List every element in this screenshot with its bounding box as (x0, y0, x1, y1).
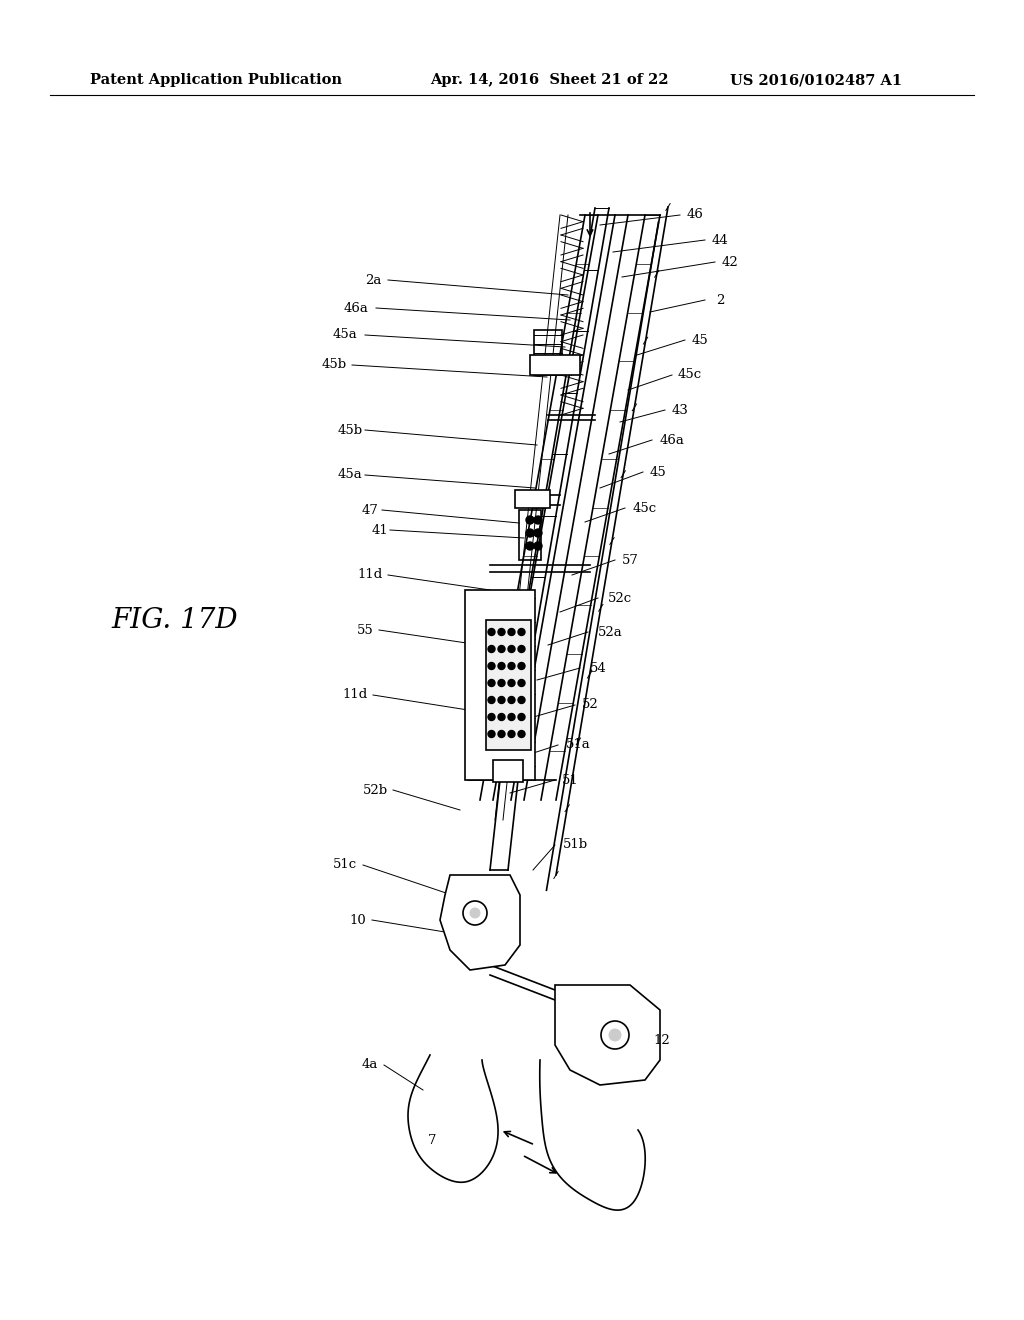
Circle shape (534, 543, 542, 550)
Text: 52c: 52c (608, 591, 632, 605)
Bar (514, 490, 550, 508)
Circle shape (508, 663, 515, 669)
Text: 52a: 52a (598, 626, 623, 639)
Text: 41: 41 (372, 524, 388, 536)
Circle shape (526, 543, 534, 550)
Circle shape (470, 908, 480, 917)
Text: 51b: 51b (562, 838, 588, 851)
Circle shape (498, 714, 505, 721)
Text: Apr. 14, 2016  Sheet 21 of 22: Apr. 14, 2016 Sheet 21 of 22 (430, 73, 669, 87)
Circle shape (498, 628, 505, 635)
Circle shape (508, 697, 515, 704)
Circle shape (526, 529, 534, 537)
Text: Patent Application Publication: Patent Application Publication (90, 73, 342, 87)
Circle shape (534, 516, 542, 524)
Text: 45b: 45b (338, 424, 362, 437)
Text: 45a: 45a (333, 329, 357, 342)
Text: 57: 57 (622, 553, 638, 566)
Text: 45b: 45b (322, 359, 346, 371)
Text: 46: 46 (686, 209, 703, 222)
Text: 42: 42 (722, 256, 738, 268)
Circle shape (488, 680, 495, 686)
Text: 45: 45 (691, 334, 709, 346)
FancyBboxPatch shape (519, 510, 541, 560)
Text: 43: 43 (672, 404, 688, 417)
Circle shape (526, 516, 534, 524)
Circle shape (508, 730, 515, 738)
Circle shape (498, 730, 505, 738)
Text: US 2016/0102487 A1: US 2016/0102487 A1 (730, 73, 902, 87)
Circle shape (488, 628, 495, 635)
Circle shape (518, 680, 525, 686)
Circle shape (488, 697, 495, 704)
Circle shape (488, 730, 495, 738)
Circle shape (508, 680, 515, 686)
Circle shape (518, 663, 525, 669)
Circle shape (518, 730, 525, 738)
Text: 45: 45 (649, 466, 667, 479)
Circle shape (488, 663, 495, 669)
Text: 45c: 45c (633, 502, 657, 515)
Circle shape (498, 645, 505, 652)
Text: 51c: 51c (333, 858, 357, 871)
Text: 52b: 52b (362, 784, 387, 796)
Text: 47: 47 (361, 503, 379, 516)
Circle shape (488, 645, 495, 652)
Text: 4a: 4a (361, 1059, 378, 1072)
Text: 51a: 51a (565, 738, 591, 751)
Text: 46a: 46a (344, 301, 369, 314)
Text: FIG. 17D: FIG. 17D (112, 606, 239, 634)
Text: 52: 52 (582, 698, 598, 711)
Circle shape (518, 697, 525, 704)
Text: 7: 7 (428, 1134, 436, 1147)
Text: 45c: 45c (678, 368, 702, 381)
Text: 55: 55 (356, 623, 374, 636)
Circle shape (508, 714, 515, 721)
Bar (485, 620, 530, 750)
Text: 11d: 11d (357, 569, 383, 582)
Bar (493, 760, 523, 781)
Circle shape (498, 663, 505, 669)
Circle shape (508, 645, 515, 652)
Text: 11d: 11d (342, 689, 368, 701)
Circle shape (534, 529, 542, 537)
Text: 44: 44 (712, 234, 728, 247)
Circle shape (518, 714, 525, 721)
FancyBboxPatch shape (534, 330, 562, 375)
Text: 46a: 46a (659, 433, 684, 446)
Text: 10: 10 (349, 913, 367, 927)
Circle shape (498, 680, 505, 686)
Circle shape (488, 714, 495, 721)
Text: 51: 51 (561, 774, 579, 787)
Circle shape (609, 1030, 621, 1041)
Text: 54: 54 (590, 661, 606, 675)
Circle shape (518, 645, 525, 652)
Circle shape (508, 628, 515, 635)
Bar (465, 590, 535, 780)
Circle shape (498, 697, 505, 704)
Text: 45a: 45a (338, 469, 362, 482)
Bar (530, 355, 580, 375)
Text: 2: 2 (716, 293, 724, 306)
Text: 12: 12 (653, 1034, 671, 1047)
Text: 2a: 2a (365, 273, 381, 286)
Circle shape (518, 628, 525, 635)
Polygon shape (440, 875, 520, 970)
Polygon shape (555, 985, 660, 1085)
